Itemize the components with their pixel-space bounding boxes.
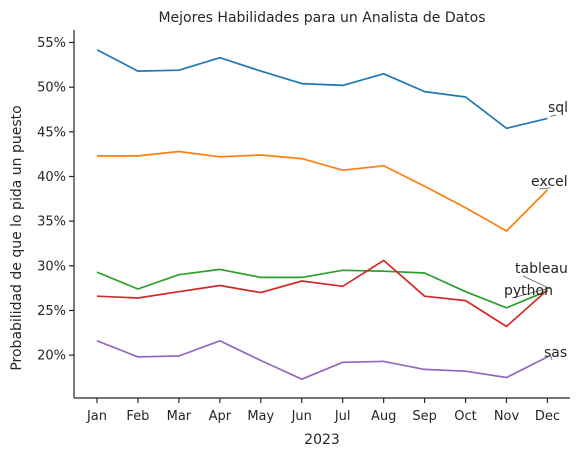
series-line-python — [97, 260, 548, 326]
y-axis-label: Probabilidad de que lo pida un puesto — [9, 105, 25, 370]
series-label-tableau: tableau — [515, 261, 568, 277]
y-tick-label: 40% — [37, 170, 66, 185]
x-tick-label: Mar — [167, 409, 192, 424]
x-tick-label: Jan — [86, 409, 107, 424]
x-tick-label: Apr — [209, 409, 232, 424]
x-tick-label: Oct — [454, 409, 476, 424]
x-tick-label: Nov — [494, 409, 520, 424]
y-tick-label: 45% — [37, 125, 66, 140]
x-tick-label: May — [247, 409, 274, 424]
x-tick-label: Aug — [371, 409, 396, 424]
plot-area: 20% 25% 30% 35% 40% 45% 50% 55% Jan Feb Mar Apr May J… — [37, 30, 570, 424]
series-label-sql: sql — [548, 100, 568, 116]
series-line-excel — [97, 152, 548, 232]
series-line-sql — [97, 50, 548, 129]
x-tick-label: Feb — [126, 409, 149, 424]
x-tick-label: Dec — [535, 409, 560, 424]
y-tick-label: 30% — [37, 259, 66, 274]
y-tick-label: 35% — [37, 215, 66, 230]
chart-title: Mejores Habilidades para un Analista de … — [158, 10, 485, 26]
x-tick-label: Jul — [334, 409, 351, 424]
x-tick-label: Sep — [412, 409, 437, 424]
y-tick-label: 20% — [37, 349, 66, 364]
y-tick-label: 25% — [37, 304, 66, 319]
series-line-sas — [97, 341, 548, 379]
series-label-python: python — [504, 283, 553, 299]
series-line-tableau — [97, 269, 548, 307]
x-tick-label: Jun — [291, 409, 312, 424]
series-label-sas: sas — [544, 345, 567, 361]
series-label-excel: excel — [531, 174, 568, 190]
y-tick-label: 55% — [37, 36, 66, 51]
x-axis-label: 2023 — [304, 432, 340, 448]
y-tick-label: 50% — [37, 81, 66, 96]
